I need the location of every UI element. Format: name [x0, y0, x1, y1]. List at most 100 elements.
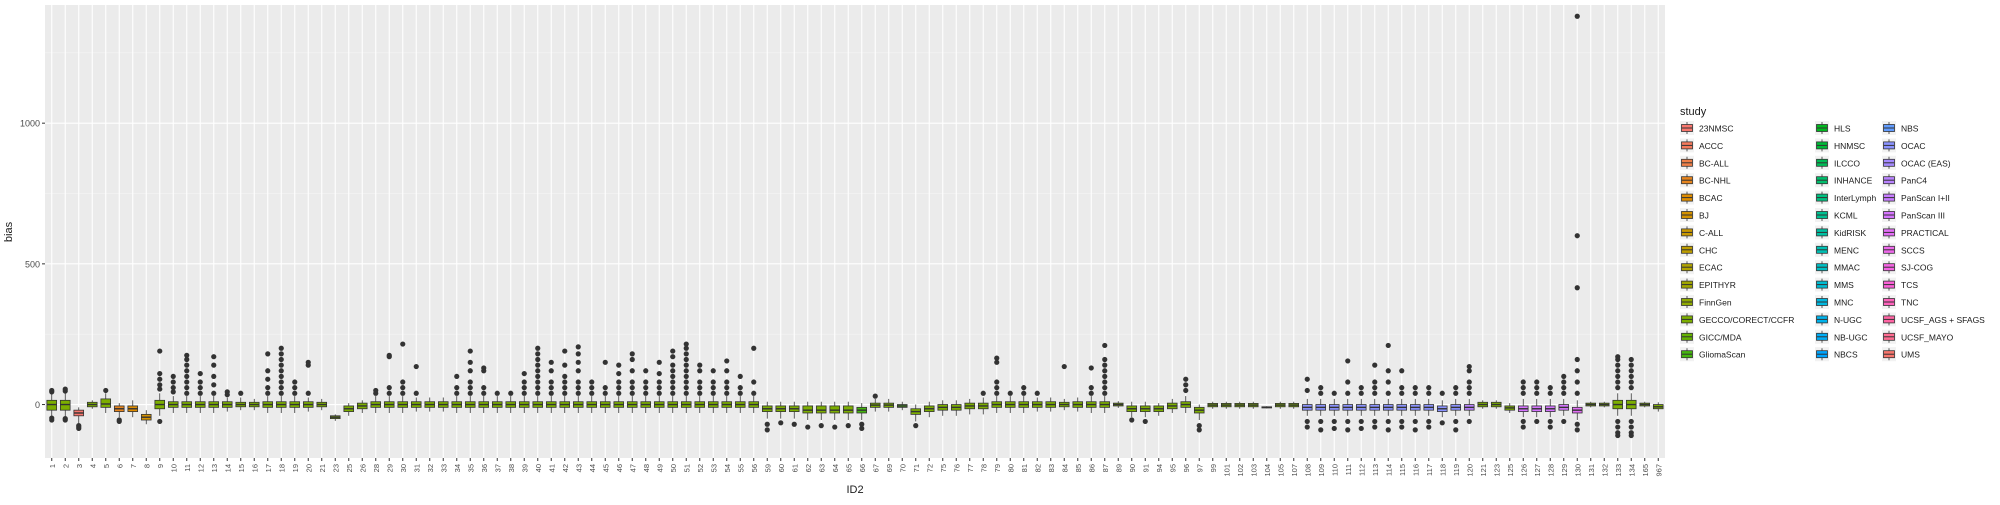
- box-66: [856, 403, 868, 432]
- outlier-point: [265, 376, 271, 382]
- x-tick-label: 17: [264, 464, 273, 472]
- x-tick-label: 90: [1128, 464, 1137, 472]
- outlier-point: [1372, 424, 1378, 430]
- outlier-point: [1102, 368, 1108, 374]
- outlier-point: [629, 390, 635, 396]
- box-85: [1072, 397, 1084, 412]
- x-tick-label: 134: [1627, 464, 1636, 477]
- outlier-point: [1358, 390, 1364, 396]
- outlier-point: [548, 379, 554, 385]
- outlier-point: [1385, 418, 1391, 425]
- legend-label: KidRISK: [1834, 228, 1866, 238]
- outlier-point: [832, 424, 838, 430]
- outlier-point: [683, 379, 689, 385]
- boxes: [46, 13, 1664, 439]
- box-35: [464, 348, 476, 413]
- legend-label: OCAC: [1901, 141, 1926, 151]
- outlier-point: [1345, 427, 1351, 433]
- outlier-point: [724, 385, 730, 391]
- box-109: [1315, 385, 1327, 433]
- box-125: [1504, 403, 1516, 413]
- outlier-point: [656, 390, 662, 396]
- outlier-point: [157, 418, 163, 425]
- legend-item: HNMSC: [1815, 138, 1865, 153]
- x-tick-label: 77: [966, 464, 975, 472]
- x-tick-label: 52: [696, 464, 705, 472]
- outlier-point: [562, 385, 568, 391]
- x-tick-label: 37: [493, 464, 502, 472]
- legend-label: ILCCO: [1834, 158, 1860, 168]
- outlier-point: [197, 379, 203, 385]
- legend-item: NBCS: [1815, 347, 1858, 362]
- box-28: [370, 387, 382, 413]
- outlier-point: [467, 348, 473, 354]
- legend-item: EPITHYR: [1680, 277, 1736, 292]
- outlier-point: [602, 359, 608, 365]
- legend-label: TNC: [1901, 298, 1918, 308]
- x-tick-label: 96: [1182, 464, 1191, 472]
- outlier-point: [683, 351, 689, 357]
- outlier-point: [710, 368, 716, 374]
- outlier-point: [1426, 390, 1432, 396]
- legend-label: HNMSC: [1834, 141, 1865, 151]
- legend-item: BJ: [1680, 208, 1709, 222]
- outlier-point: [292, 390, 298, 396]
- box-102: [1234, 401, 1246, 409]
- x-tick-label: 48: [642, 464, 651, 472]
- box-44: [586, 379, 598, 413]
- x-tick-label: 84: [1060, 464, 1069, 472]
- x-tick-label: 81: [1020, 464, 1029, 472]
- box-41: [545, 359, 557, 413]
- outlier-point: [535, 362, 541, 368]
- outlier-point: [184, 390, 190, 396]
- outlier-point: [521, 370, 527, 377]
- x-tick-label: 103: [1249, 464, 1258, 477]
- outlier-point: [224, 389, 230, 395]
- legend-label: GliomaScan: [1699, 350, 1746, 360]
- outlier-point: [197, 385, 203, 391]
- x-tick-label: 21: [318, 464, 327, 472]
- box-40: [532, 345, 544, 413]
- outlier-point: [1534, 385, 1540, 391]
- outlier-point: [535, 345, 541, 351]
- outlier-point: [1183, 382, 1189, 388]
- outlier-point: [1358, 425, 1364, 432]
- outlier-point: [278, 362, 284, 368]
- outlier-point: [670, 379, 676, 385]
- x-tick-label: 67: [871, 464, 880, 472]
- outlier-point: [1102, 379, 1108, 385]
- box-86: [1085, 365, 1097, 413]
- outlier-point: [670, 362, 676, 368]
- outlier-point: [589, 390, 595, 396]
- outlier-point: [1466, 363, 1472, 370]
- box-49: [653, 359, 665, 413]
- outlier-point: [1345, 358, 1351, 364]
- box-9: [154, 348, 166, 425]
- box-body: [802, 405, 814, 414]
- legend-item: OCAC (EAS): [1882, 155, 1951, 170]
- legend-label: KCML: [1834, 211, 1858, 221]
- outlier-point: [535, 373, 541, 380]
- grid-minor: [45, 52, 1665, 335]
- outlier-point: [751, 390, 757, 396]
- legend-label: SCCS: [1901, 245, 1925, 255]
- x-tick-label: 109: [1317, 464, 1326, 477]
- box-14: [221, 389, 233, 412]
- box-63: [815, 401, 827, 429]
- outlier-point: [737, 390, 743, 396]
- outlier-point: [724, 390, 730, 396]
- outlier-point: [157, 348, 163, 354]
- box-80: [1004, 390, 1016, 413]
- outlier-point: [1318, 390, 1324, 396]
- x-tick-label: 31: [412, 464, 421, 472]
- outlier-point: [1628, 356, 1634, 363]
- legend-label: MENC: [1834, 245, 1859, 255]
- outlier-point: [683, 385, 689, 391]
- box-16: [248, 398, 260, 411]
- outlier-point: [1615, 354, 1621, 360]
- outlier-point: [1615, 418, 1621, 425]
- x-tick-label: 7: [129, 464, 138, 468]
- outlier-point: [1196, 423, 1202, 429]
- outlier-point: [62, 416, 68, 422]
